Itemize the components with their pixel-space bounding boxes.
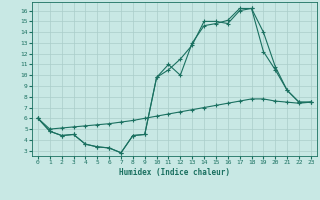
X-axis label: Humidex (Indice chaleur): Humidex (Indice chaleur) [119, 168, 230, 177]
